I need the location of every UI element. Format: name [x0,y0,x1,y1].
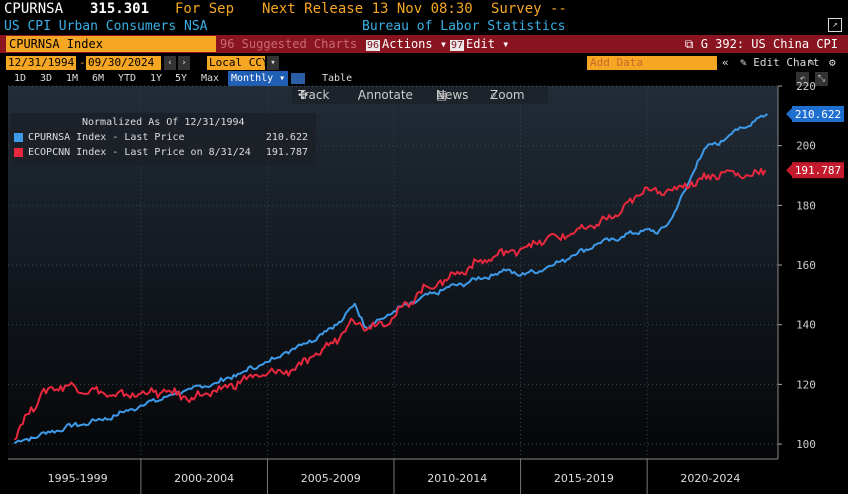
zoom-out-icon[interactable]: ⤡ [815,72,828,86]
line-icon: ∕ [358,88,363,102]
actions-menu[interactable]: 96 Actions ▾ [366,37,448,51]
export-icon[interactable]: ↗ [828,18,842,32]
chart-type-icon[interactable] [291,73,305,84]
next-release: Next Release 13 Nov 08:30 [262,1,473,17]
zoom-label: Zoom [490,88,525,102]
end-value-pointer-1 [786,107,792,120]
legend-value-1: 210.622 [265,132,308,143]
security-field[interactable]: CPURNSA Index [6,36,216,52]
legend-label-1: CPURNSA Index - Last Price [28,132,185,143]
currency-field[interactable]: Local CCY [207,56,269,70]
edit-chart-button[interactable]: ✎ Edit Chart [740,55,819,71]
header-row: CPURNSA 315.301 For Sep Next Release 13 … [0,0,848,18]
x-tick-label: 2005-2009 [301,472,361,485]
settings-icon[interactable]: ⚙ [829,56,836,69]
legend: Normalized As Of 12/31/1994 CPURNSA Inde… [10,113,316,166]
edit-icon[interactable]: ✎ [808,56,815,69]
collapse-icon[interactable]: « [722,56,729,69]
date-controls: 12/31/1994 - 09/30/2024 ‹ › Local CCY ▾ … [0,55,848,71]
period-5y[interactable]: 5Y [175,73,188,84]
ticker-symbol: CPURNSA [4,1,64,17]
x-axis: 1995-1999 2000-2004 2005-2009 2010-2014 2015… [0,458,848,494]
edit-menu[interactable]: 97 Edit ▾ [450,37,510,51]
add-data-field[interactable]: Add Data [587,56,717,70]
actions-shortcut: 96 [366,40,381,51]
security-description: US CPI Urban Consumers NSA [4,19,208,34]
chart-toolbar: ✣ Track ∕ Annotate ▤ News ⌕ Zoom [292,87,548,104]
y-tick-label: 160 [796,259,816,272]
description-row: US CPI Urban Consumers NSA Bureau of Lab… [0,18,848,35]
y-tick-label: 100 [796,438,816,451]
data-source: Bureau of Labor Statistics [362,19,566,34]
chart-title: G 392: US China CPI [700,37,838,51]
currency-dropdown-icon[interactable]: ▾ [267,56,279,70]
period-bar: 1D 3D 1M 6M YTD 1Y 5Y Max Monthly ▾ Tabl… [0,71,848,86]
x-tick-label: 2000-2004 [174,472,234,485]
x-tick-label: 1995-1999 [48,472,108,485]
x-tick-label: 2010-2014 [427,472,487,485]
end-labels: 210.622 191.787 [786,105,844,179]
actions-label: Actions [382,37,433,51]
series-line-1 [13,113,768,445]
magnifier-icon: ⌕ [490,88,497,102]
end-value-tag-2 [792,162,844,179]
suggested-charts-menu[interactable]: 96 Suggested Charts [220,37,358,51]
series-group [13,113,768,445]
y-tick-label: 200 [796,140,816,153]
news-label: News [436,88,469,102]
annotate-label: Annotate [358,88,413,102]
y-tick-label: 220 [796,80,816,93]
legend-label-2: ECOPCNN Index - Last Price on 8/31/24 [28,147,251,158]
launch-icon: ⧉ [684,37,701,51]
date-separator: - [79,56,86,69]
calendar-forward-icon[interactable]: › [178,56,190,70]
period-1m[interactable]: 1M [66,73,79,84]
period-1y[interactable]: 1Y [150,73,163,84]
period-ytd[interactable]: YTD [118,73,137,84]
edit-label: Edit [466,37,495,51]
legend-swatch-2 [14,148,23,157]
end-value-text-1: 210.622 [795,108,841,121]
y-tick-label: 140 [796,319,816,332]
edit-shortcut: 97 [450,40,465,51]
legend-title: Normalized As Of 12/31/1994 [82,117,245,128]
y-tick-label: 180 [796,199,816,212]
chart-title-link[interactable]: ⧉ G 392: US China CPI [685,35,838,53]
last-price: 315.301 [90,1,150,17]
period-1d[interactable]: 1D [14,73,27,84]
end-value-pointer-2 [786,164,792,177]
y-axis: 100 120 140 160 180 200 220 [777,80,816,459]
series-line-2 [13,167,767,441]
end-value-text-2: 191.787 [795,164,841,177]
survey-label: Survey -- [491,1,567,17]
period-max[interactable]: Max [201,73,220,84]
x-tick-label: 2020-2024 [680,472,740,485]
x-tick-label: 2015-2019 [554,472,614,485]
period-3d[interactable]: 3D [40,73,53,84]
menu-bar: CPURNSA Index 96 Suggested Charts 96 Acti… [0,35,848,53]
undo-icon[interactable]: ↶ [796,72,809,86]
news-icon: ▤ [436,88,448,102]
pencil-icon: ✎ [740,56,747,69]
frequency-dropdown[interactable]: Monthly ▾ [228,71,289,86]
legend-swatch-1 [14,133,23,142]
period-6m[interactable]: 6M [92,73,105,84]
frequency-label: Monthly [231,73,274,84]
edit-chart-label: Edit Chart [753,56,820,69]
y-tick-label: 120 [796,378,816,391]
start-date-field[interactable]: 12/31/1994 [6,56,76,70]
crosshair-icon: ✣ [298,88,309,102]
legend-value-2: 191.787 [265,147,308,158]
track-label: Track [298,88,330,102]
table-button[interactable]: Table [322,73,353,84]
end-date-field[interactable]: 09/30/2024 [86,56,161,70]
period-label: For Sep [175,1,235,17]
calendar-back-icon[interactable]: ‹ [164,56,176,70]
end-value-tag-1 [792,105,844,122]
